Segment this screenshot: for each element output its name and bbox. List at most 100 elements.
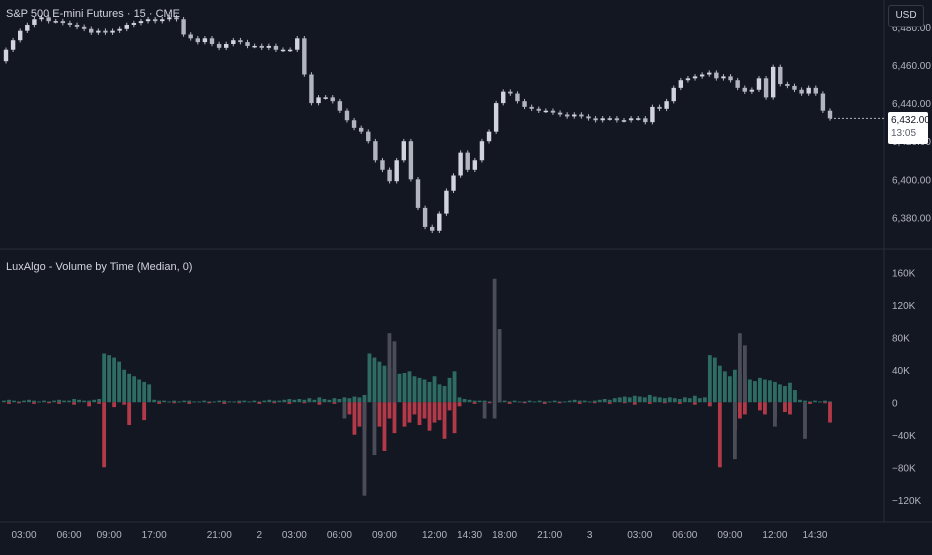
volume-up-bar[interactable] <box>142 381 147 403</box>
volume-up-bar[interactable] <box>637 396 642 403</box>
volume-up-bar[interactable] <box>472 400 477 403</box>
candle-body[interactable] <box>550 110 556 113</box>
candle-body[interactable] <box>614 118 620 121</box>
candle-body[interactable] <box>209 38 215 45</box>
volume-down-bar[interactable] <box>127 402 132 425</box>
volume-up-bar[interactable] <box>622 396 627 403</box>
volume-up-bar[interactable] <box>522 401 527 403</box>
candle-body[interactable] <box>522 101 527 107</box>
candle-body[interactable] <box>202 38 208 43</box>
volume-up-bar[interactable] <box>732 369 737 403</box>
volume-up-bar[interactable] <box>687 398 692 403</box>
candle-body[interactable] <box>749 89 755 92</box>
volume-up-bar[interactable] <box>482 400 487 403</box>
volume-up-bar[interactable] <box>282 399 287 403</box>
candle-body[interactable] <box>344 110 350 121</box>
candle-body[interactable] <box>650 106 655 123</box>
candle-body[interactable] <box>621 120 627 122</box>
volume-down-bar[interactable] <box>692 402 697 405</box>
volume-neutral-bar[interactable] <box>362 402 367 496</box>
volume-up-bar[interactable] <box>12 400 16 403</box>
candle-body[interactable] <box>103 30 108 33</box>
indicator-title[interactable]: LuxAlgo - Volume by Time (Median, 0) <box>6 261 193 273</box>
volume-up-bar[interactable] <box>778 384 782 403</box>
volume-neutral-bar[interactable] <box>773 402 777 427</box>
volume-down-bar[interactable] <box>347 402 352 415</box>
candle-body[interactable] <box>643 118 648 123</box>
volume-up-bar[interactable] <box>227 401 232 403</box>
volume-up-bar[interactable] <box>317 397 322 403</box>
symbol-title[interactable]: S&P 500 E-mini Futures · 15 · CME <box>6 8 181 20</box>
volume-up-bar[interactable] <box>657 397 662 403</box>
volume-up-bar[interactable] <box>602 399 607 403</box>
candle-body[interactable] <box>287 49 293 52</box>
volume-down-bar[interactable] <box>332 402 337 404</box>
volume-down-bar[interactable] <box>237 402 242 404</box>
candle-body[interactable] <box>543 110 549 113</box>
candle-body[interactable] <box>145 19 151 22</box>
candle-body[interactable] <box>501 91 506 104</box>
volume-up-bar[interactable] <box>677 399 682 403</box>
volume-up-bar[interactable] <box>287 399 292 403</box>
volume-up-bar[interactable] <box>647 394 652 403</box>
candle-body[interactable] <box>280 49 286 52</box>
candle-body[interactable] <box>742 87 747 92</box>
volume-down-bar[interactable] <box>737 402 742 419</box>
candle-body[interactable] <box>813 87 818 94</box>
candle-body[interactable] <box>664 101 669 109</box>
volume-up-bar[interactable] <box>277 400 282 403</box>
volume-up-bar[interactable] <box>758 377 762 403</box>
volume-up-bar[interactable] <box>793 390 797 403</box>
volume-up-bar[interactable] <box>452 371 457 403</box>
volume-up-bar[interactable] <box>182 400 187 403</box>
volume-up-bar[interactable] <box>292 399 297 403</box>
volume-up-bar[interactable] <box>367 353 372 403</box>
volume-down-bar[interactable] <box>382 402 387 451</box>
volume-up-bar[interactable] <box>572 399 577 403</box>
volume-down-bar[interactable] <box>662 402 667 404</box>
volume-down-bar[interactable] <box>457 402 462 407</box>
volume-up-bar[interactable] <box>407 371 412 403</box>
volume-up-bar[interactable] <box>592 400 597 403</box>
volume-up-bar[interactable] <box>267 399 272 403</box>
volume-up-bar[interactable] <box>297 399 302 403</box>
volume-down-bar[interactable] <box>542 402 547 404</box>
volume-neutral-bar[interactable] <box>492 402 497 419</box>
candle-body[interactable] <box>231 40 236 45</box>
volume-down-bar[interactable] <box>622 402 627 404</box>
volume-up-bar[interactable] <box>682 397 687 403</box>
volume-up-bar[interactable] <box>412 376 417 403</box>
volume-up-bar[interactable] <box>437 384 442 403</box>
candle-body[interactable] <box>593 118 598 121</box>
volume-up-bar[interactable] <box>102 353 107 403</box>
volume-up-bar[interactable] <box>237 400 242 403</box>
volume-up-bar[interactable] <box>537 400 542 403</box>
candle-body[interactable] <box>572 114 577 117</box>
volume-up-bar[interactable] <box>32 400 36 403</box>
candle-body[interactable] <box>657 106 662 109</box>
candle-body[interactable] <box>493 103 499 132</box>
volume-down-bar[interactable] <box>87 402 92 407</box>
volume-up-bar[interactable] <box>177 401 182 403</box>
volume-up-bar[interactable] <box>232 401 237 403</box>
volume-up-bar[interactable] <box>502 400 507 403</box>
candle-body[interactable] <box>46 17 51 22</box>
candle-body[interactable] <box>770 66 776 98</box>
volume-up-bar[interactable] <box>397 373 402 403</box>
candle-body[interactable] <box>323 97 328 99</box>
candle-body[interactable] <box>238 40 243 43</box>
volume-up-bar[interactable] <box>347 398 352 403</box>
volume-down-bar[interactable] <box>407 402 412 423</box>
candle-body[interactable] <box>110 30 115 33</box>
volume-down-bar[interactable] <box>222 402 227 404</box>
candle-body[interactable] <box>692 76 698 79</box>
volume-neutral-bar[interactable] <box>482 402 487 419</box>
volume-up-bar[interactable] <box>22 400 26 403</box>
volume-down-bar[interactable] <box>437 402 442 421</box>
volume-up-bar[interactable] <box>132 376 137 403</box>
volume-up-bar[interactable] <box>272 400 277 403</box>
volume-down-bar[interactable] <box>17 402 21 404</box>
volume-up-bar[interactable] <box>107 355 112 403</box>
volume-down-bar[interactable] <box>763 402 767 415</box>
candle-body[interactable] <box>422 207 428 227</box>
